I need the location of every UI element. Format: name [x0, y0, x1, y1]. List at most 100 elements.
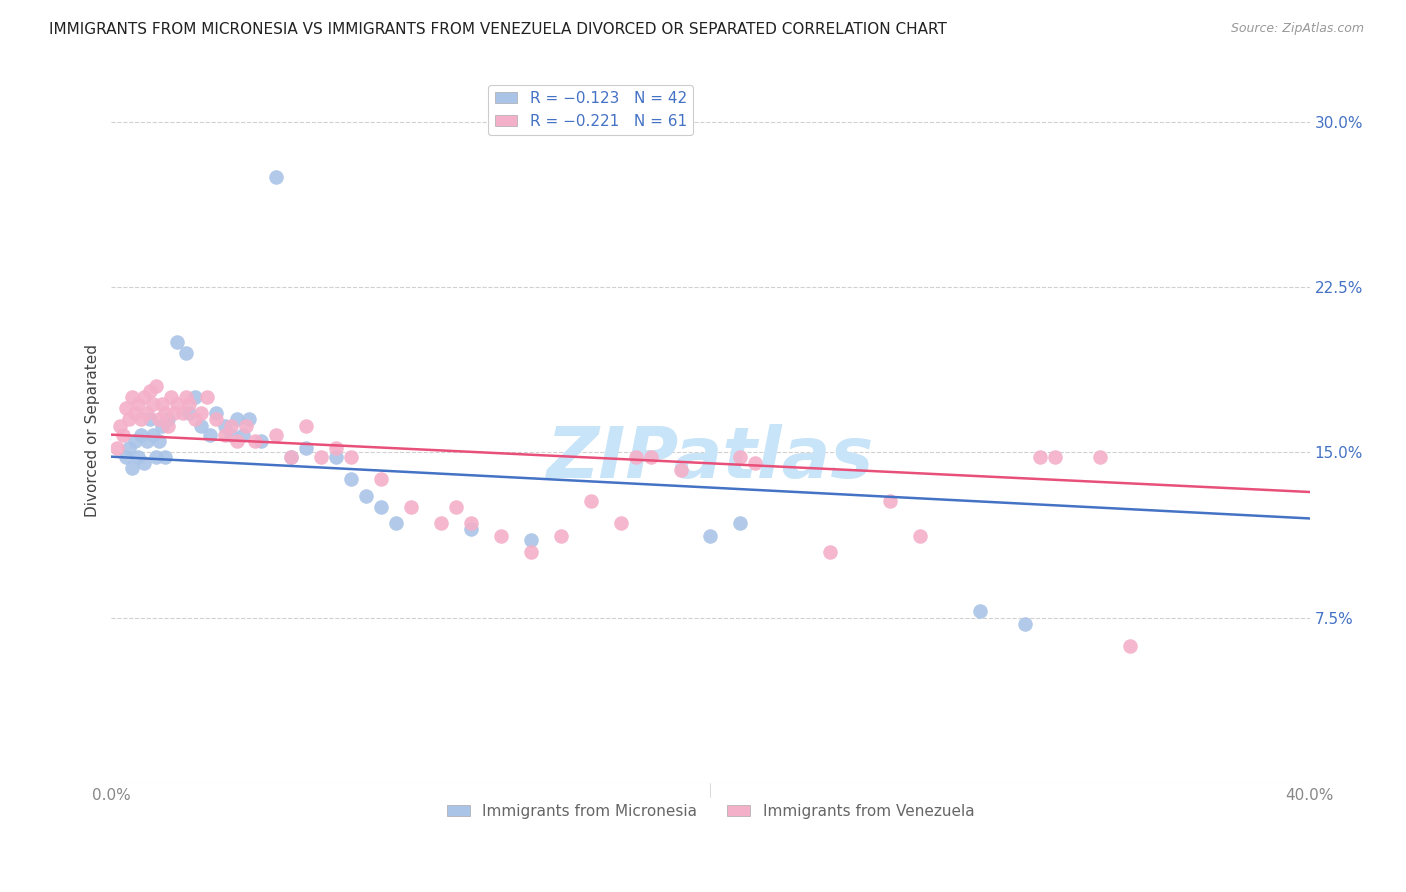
Point: [370, 500, 392, 515]
Point: [879, 493, 901, 508]
Point: [166, 397, 188, 411]
Point: [1029, 450, 1052, 464]
Point: [669, 463, 692, 477]
Point: [1043, 450, 1066, 464]
Point: [131, 412, 153, 426]
Point: [121, 460, 143, 475]
Point: [110, 418, 132, 433]
Point: [107, 441, 129, 455]
Text: Source: ZipAtlas.com: Source: ZipAtlas.com: [1230, 22, 1364, 36]
Point: [145, 450, 167, 464]
Point: [112, 427, 135, 442]
Point: [250, 434, 273, 449]
Point: [174, 346, 197, 360]
Point: [179, 406, 201, 420]
Point: [730, 516, 752, 530]
Point: [550, 529, 572, 543]
Point: [190, 406, 212, 420]
Point: [205, 412, 228, 426]
Point: [235, 418, 257, 433]
Point: [354, 489, 377, 503]
Point: [519, 533, 541, 548]
Point: [166, 334, 188, 349]
Point: [172, 406, 194, 420]
Point: [640, 450, 662, 464]
Point: [118, 412, 141, 426]
Point: [219, 418, 242, 433]
Point: [489, 529, 512, 543]
Point: [238, 412, 260, 426]
Point: [115, 401, 138, 416]
Point: [127, 397, 149, 411]
Y-axis label: Divorced or Separated: Divorced or Separated: [86, 343, 100, 516]
Point: [163, 406, 186, 420]
Point: [136, 434, 159, 449]
Point: [124, 406, 146, 420]
Point: [1014, 617, 1036, 632]
Point: [519, 544, 541, 558]
Point: [145, 379, 167, 393]
Point: [148, 412, 170, 426]
Point: [325, 441, 347, 455]
Point: [148, 434, 170, 449]
Text: IMMIGRANTS FROM MICRONESIA VS IMMIGRANTS FROM VENEZUELA DIVORCED OR SEPARATED CO: IMMIGRANTS FROM MICRONESIA VS IMMIGRANTS…: [49, 22, 948, 37]
Point: [160, 390, 183, 404]
Point: [624, 450, 647, 464]
Point: [280, 450, 302, 464]
Point: [124, 434, 146, 449]
Point: [385, 516, 408, 530]
Point: [200, 427, 222, 442]
Point: [214, 418, 236, 433]
Point: [430, 516, 453, 530]
Point: [295, 418, 318, 433]
Point: [184, 412, 207, 426]
Point: [232, 427, 254, 442]
Point: [730, 450, 752, 464]
Point: [243, 434, 266, 449]
Point: [908, 529, 931, 543]
Point: [150, 418, 173, 433]
Point: [969, 604, 991, 618]
Point: [150, 397, 173, 411]
Point: [280, 450, 302, 464]
Point: [139, 412, 162, 426]
Point: [127, 450, 149, 464]
Point: [157, 412, 180, 426]
Point: [820, 544, 842, 558]
Point: [264, 427, 287, 442]
Point: [1088, 450, 1111, 464]
Point: [118, 441, 141, 455]
Point: [179, 397, 201, 411]
Point: [134, 390, 156, 404]
Point: [205, 406, 228, 420]
Point: [139, 384, 162, 398]
Point: [190, 418, 212, 433]
Point: [309, 450, 332, 464]
Point: [264, 169, 287, 184]
Point: [155, 406, 177, 420]
Point: [340, 450, 363, 464]
Point: [295, 441, 318, 455]
Point: [370, 472, 392, 486]
Point: [460, 523, 482, 537]
Point: [134, 456, 156, 470]
Point: [579, 493, 602, 508]
Point: [214, 427, 236, 442]
Point: [142, 427, 165, 442]
Point: [174, 390, 197, 404]
Point: [744, 456, 766, 470]
Point: [157, 418, 180, 433]
Point: [184, 390, 207, 404]
Point: [699, 529, 721, 543]
Point: [219, 427, 242, 442]
Point: [460, 516, 482, 530]
Point: [195, 390, 218, 404]
Text: ZIPatlas: ZIPatlas: [547, 424, 875, 493]
Point: [155, 450, 177, 464]
Point: [444, 500, 467, 515]
Point: [226, 434, 249, 449]
Point: [340, 472, 363, 486]
Point: [609, 516, 631, 530]
Point: [121, 390, 143, 404]
Point: [142, 397, 165, 411]
